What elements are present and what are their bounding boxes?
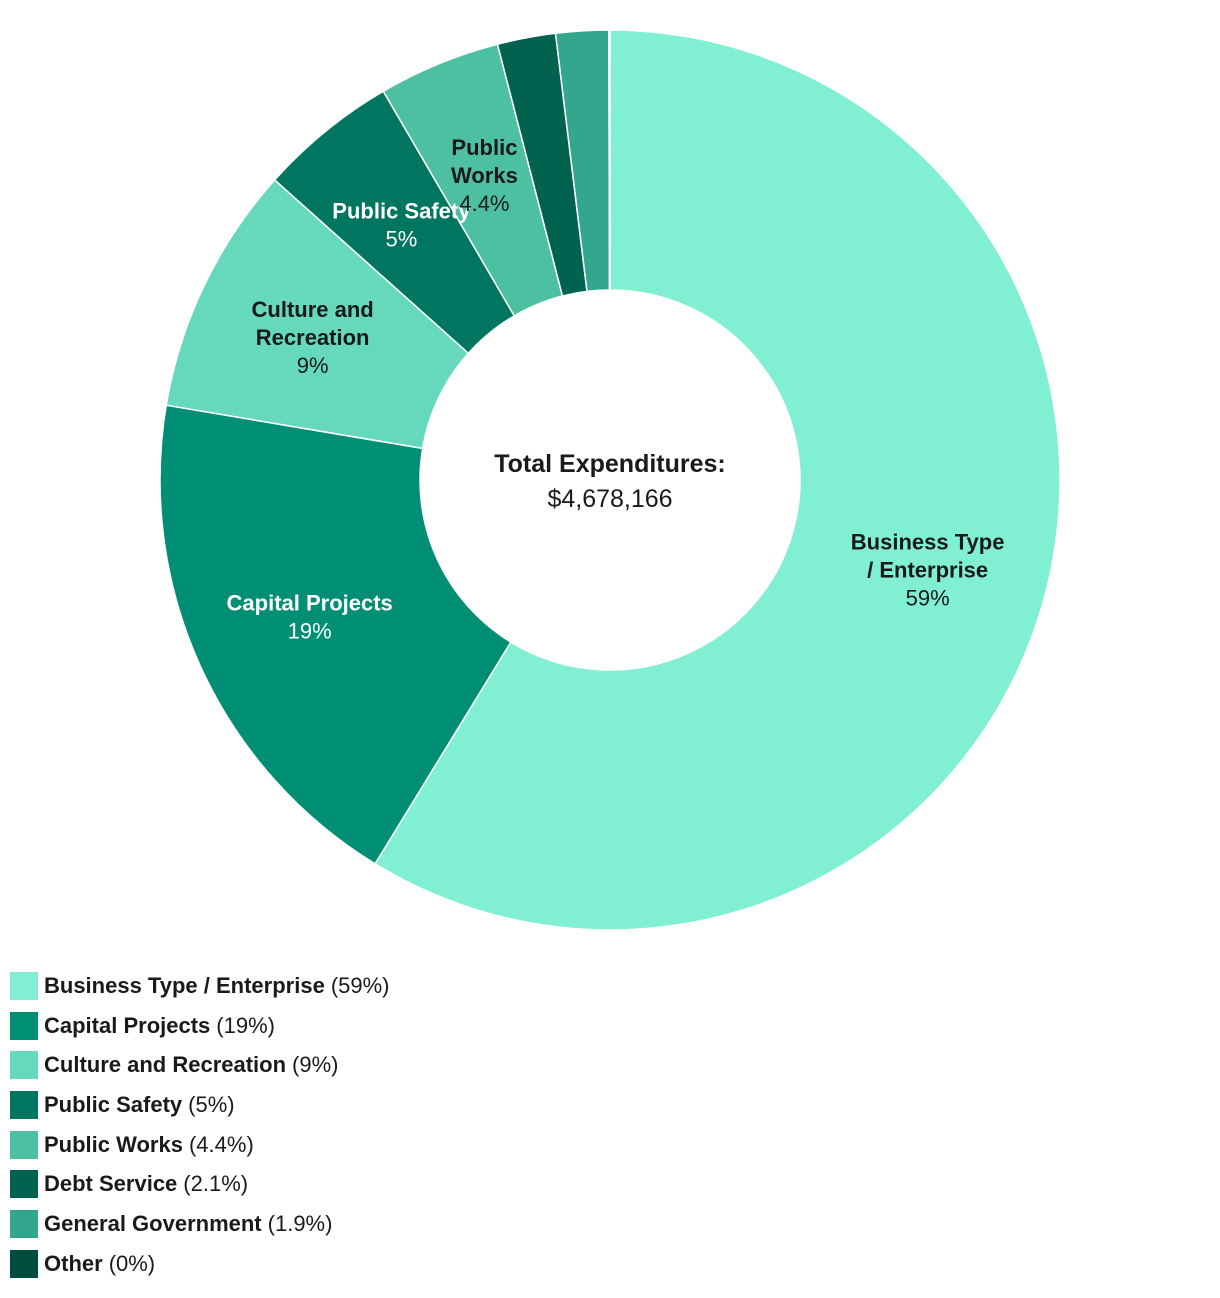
legend-swatch bbox=[10, 1051, 38, 1080]
slice-label-business-type-enterprise: Business Type / Enterprise 59% bbox=[851, 529, 1005, 610]
legend-label: Business Type / Enterprise bbox=[44, 973, 325, 998]
slice-culture-and-recreation bbox=[165, 178, 470, 450]
legend-label: Capital Projects bbox=[44, 1012, 211, 1038]
legend-item: Public Safety (5%) bbox=[10, 1091, 390, 1120]
slice-label-culture-and-recreation: Culture and Recreation 9% bbox=[252, 297, 374, 378]
legend-swatch bbox=[10, 1249, 38, 1278]
legend-item: Debt Service (2.1%) bbox=[10, 1170, 390, 1199]
legend-label: Other bbox=[44, 1250, 103, 1276]
slice-other bbox=[608, 29, 611, 291]
slice-label-public-safety: Public Safety 5% bbox=[332, 198, 471, 251]
donut-chart: Business Type / Enterprise 59% Capital Proj… bbox=[159, 29, 1061, 931]
legend-percent: (9%) bbox=[292, 1052, 339, 1078]
legend-label: Public Safety bbox=[44, 1092, 183, 1118]
legend-item: Culture and Recreation (9%) bbox=[10, 1051, 390, 1080]
legend-percent: (19%) bbox=[216, 1012, 275, 1038]
legend-percent: (59%) bbox=[330, 973, 390, 998]
donut-slice-labels: Business Type / Enterprise 59% Capital Proj… bbox=[227, 135, 1005, 644]
legend-percent: (1.9%) bbox=[267, 1211, 333, 1237]
legend-item: General Government (1.9%) bbox=[10, 1210, 390, 1239]
donut-slices bbox=[159, 29, 1061, 931]
legend-label: Public Works bbox=[44, 1131, 183, 1157]
donut-center: Total Expenditures: $4,678,166 bbox=[494, 450, 726, 513]
legend-percent: (4.4%) bbox=[188, 1131, 254, 1157]
legend-label: Debt Service bbox=[44, 1171, 178, 1197]
slice-capital-projects bbox=[159, 404, 512, 865]
legend-swatch bbox=[10, 1011, 38, 1040]
legend-item: Business Type / Enterprise (59%) bbox=[10, 972, 390, 1000]
legend-swatch bbox=[10, 1210, 38, 1239]
legend-item: Other (0%) bbox=[10, 1249, 390, 1278]
center-total-value: $4,678,166 bbox=[547, 485, 672, 513]
legend-swatch bbox=[10, 1170, 38, 1199]
slice-label-capital-projects: Capital Projects 19% bbox=[227, 591, 393, 644]
legend-swatch bbox=[10, 1130, 38, 1159]
legend-label: Culture and Recreation bbox=[44, 1052, 287, 1078]
center-title: Total Expenditures: bbox=[494, 450, 726, 478]
legend-swatch bbox=[10, 1091, 38, 1120]
chart-legend: Business Type / Enterprise (59%) Capital P… bbox=[10, 972, 390, 1290]
legend-percent: (2.1%) bbox=[183, 1171, 249, 1197]
legend-percent: (0%) bbox=[108, 1250, 156, 1276]
legend-percent: (5%) bbox=[188, 1092, 235, 1118]
slice-business-type-enterprise bbox=[374, 29, 1061, 931]
slice-label-public-works: Public Works 4.4% bbox=[451, 135, 518, 216]
legend-item: Capital Projects (19%) bbox=[10, 1011, 390, 1040]
legend-swatch bbox=[10, 972, 38, 1000]
legend-label: General Government bbox=[44, 1211, 262, 1237]
legend-item: Public Works (4.4%) bbox=[10, 1130, 390, 1159]
